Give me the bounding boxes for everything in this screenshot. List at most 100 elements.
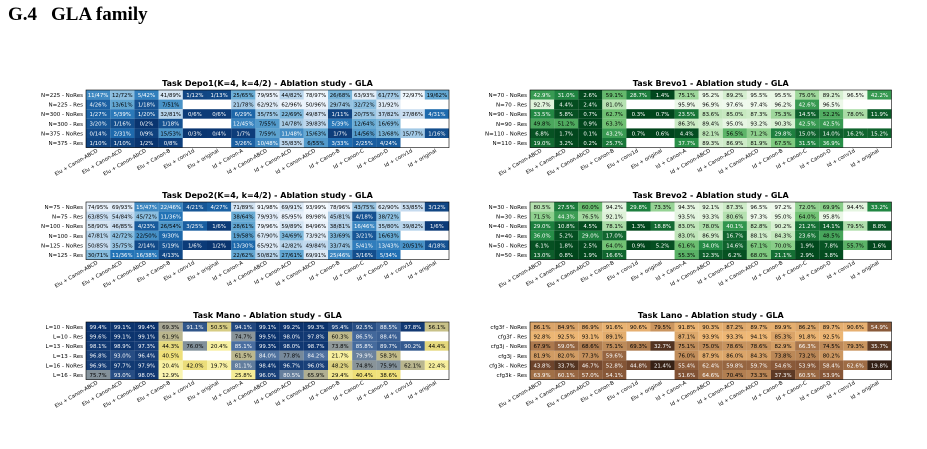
cell-value: 22/46%	[160, 205, 181, 211]
heatmap-cell	[158, 322, 183, 332]
heatmap-cell	[843, 118, 868, 129]
cell-value: 46/85%	[112, 224, 133, 230]
heatmap-cell	[279, 341, 304, 351]
heatmap-cell	[650, 138, 675, 148]
cell-value: 99.1%	[259, 325, 276, 331]
cell-value: 39/82%	[402, 224, 423, 230]
heatmap-cell	[674, 202, 699, 212]
heatmap-cell	[650, 118, 675, 129]
cell-value: 13/43%	[378, 243, 399, 249]
heatmap-cell	[722, 341, 747, 351]
heatmap-cell	[698, 202, 723, 212]
cell-value: 1/7%	[236, 131, 250, 137]
cell-value: 60.0%	[582, 205, 599, 211]
heatmap-cell	[530, 240, 555, 250]
heatmap-cell	[626, 350, 651, 361]
cell-value: 7/59%	[259, 131, 276, 137]
heatmap-cell	[110, 341, 135, 351]
heatmap-cell	[674, 230, 699, 241]
heatmap-cell	[746, 341, 771, 351]
heatmap-cell	[207, 250, 232, 260]
heatmap-cell	[86, 322, 111, 332]
heatmap-cell	[303, 240, 328, 250]
heatmap-cell	[279, 250, 304, 260]
heatmap-cell	[771, 202, 796, 212]
heatmap-cell	[303, 230, 328, 241]
heatmap-cell	[376, 230, 401, 241]
cell-value: 29.0%	[533, 224, 550, 230]
heatmap-cell	[843, 109, 868, 119]
cell-value: 78.0%	[702, 224, 719, 230]
cell-value: 93.1%	[582, 335, 599, 341]
cell-value: 98.0%	[138, 373, 155, 379]
heatmap-cell	[158, 128, 183, 138]
heatmap-cell	[650, 360, 675, 370]
heatmap-cell	[328, 138, 353, 148]
row-label: N=300 - Res	[48, 122, 83, 128]
heatmap-cell	[134, 90, 159, 100]
heatmap-cell	[279, 109, 304, 119]
cell-value: 20/51%	[402, 243, 423, 249]
heatmap-cell	[352, 250, 377, 260]
heatmap-cell	[376, 99, 401, 110]
cell-value: 0.7%	[656, 112, 670, 118]
heatmap-cell	[376, 322, 401, 332]
heatmap-cell	[303, 109, 328, 119]
heatmap-cell	[255, 350, 280, 361]
cell-value: 96.5%	[750, 205, 767, 211]
heatmap-cell	[843, 211, 868, 222]
heatmap-cell	[554, 370, 579, 380]
heatmap-cell	[303, 128, 328, 138]
heatmap-cell	[698, 322, 723, 332]
heatmap-cell	[554, 202, 579, 212]
cell-value: 97.4%	[750, 103, 767, 109]
heatmap-cell	[158, 341, 183, 351]
heatmap-cell	[158, 350, 183, 361]
heatmap-cell	[231, 118, 256, 129]
heatmap-cell	[867, 128, 892, 138]
heatmap-cell	[424, 331, 449, 342]
heatmap-cell	[867, 138, 892, 148]
cell-value: 3/16%	[356, 253, 373, 259]
heatmap-cell	[86, 211, 111, 222]
heatmap-cell	[843, 221, 868, 231]
heatmap-cell	[424, 202, 449, 212]
heatmap-cell	[86, 331, 111, 342]
cell-value: 84.3%	[774, 234, 791, 240]
heatmap-cell	[182, 331, 207, 342]
cell-value: 88.5%	[380, 325, 397, 331]
heatmap-cell	[746, 250, 771, 260]
heatmap-cell	[279, 230, 304, 241]
cell-value: 58.3%	[380, 354, 397, 360]
cell-value: 33.5%	[533, 112, 550, 118]
heatmap-cell	[158, 99, 183, 110]
heatmap-cell	[86, 360, 111, 370]
heatmap-cell	[255, 221, 280, 231]
heatmap-cell	[746, 360, 771, 370]
cell-value: 90.3%	[702, 325, 719, 331]
heatmap-cell	[530, 118, 555, 129]
heatmap-cell	[110, 221, 135, 231]
cell-value: 16.7%	[726, 234, 743, 240]
cell-value: 1/11%	[331, 112, 348, 118]
cell-value: 42/72%	[112, 234, 133, 240]
heatmap-cell	[376, 138, 401, 148]
heatmap-cell	[110, 331, 135, 342]
cell-value: 90.2%	[774, 224, 791, 230]
heatmap-cell	[328, 360, 353, 370]
row-label: cfg3j - Res	[498, 354, 527, 360]
row-label: L=13 - NoRes	[46, 344, 84, 350]
cell-value: 72.0%	[799, 205, 816, 211]
cell-value: 79.5%	[654, 325, 671, 331]
cell-value: 62.1%	[404, 363, 421, 369]
cell-value: 2/31%	[114, 131, 131, 137]
cell-value: 85.3%	[774, 335, 791, 341]
heatmap-cell	[182, 240, 207, 250]
cell-value: 54.1%	[606, 373, 623, 379]
heatmap-cell	[795, 128, 820, 138]
heatmap-cell	[674, 331, 699, 342]
cell-value: 83.0%	[678, 224, 695, 230]
cell-value: 96.2%	[774, 103, 791, 109]
heatmap-cell	[231, 341, 256, 351]
heatmap-cell	[207, 322, 232, 332]
